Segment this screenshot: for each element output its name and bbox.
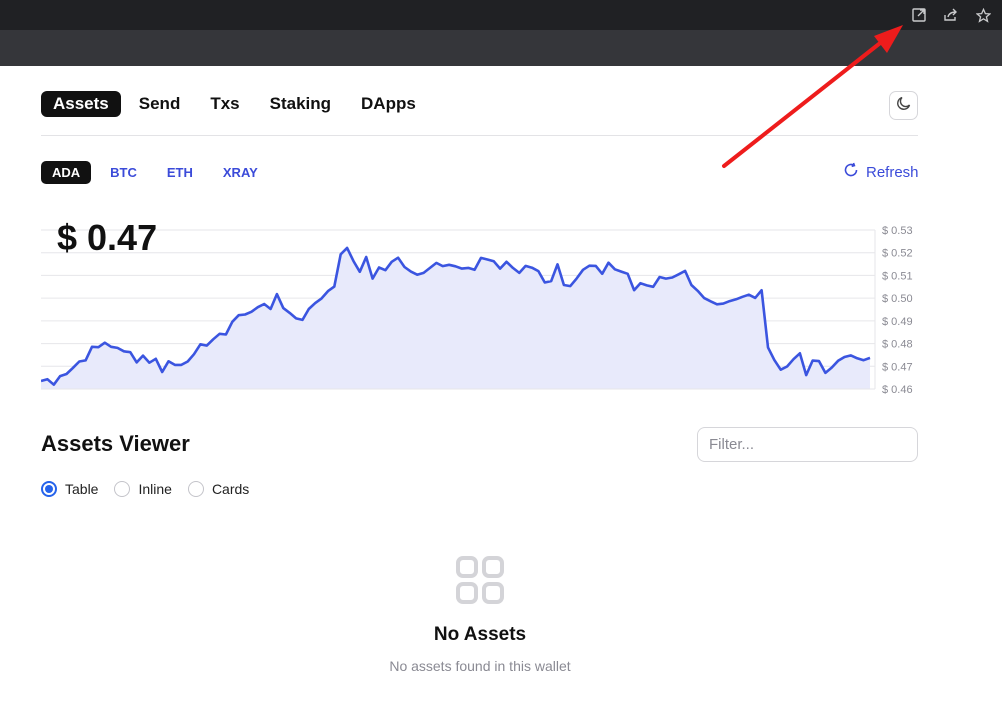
radio-cards-dot[interactable] xyxy=(187,481,204,497)
coin-tab-xray[interactable]: XRAY xyxy=(222,165,258,180)
browser-toolbar xyxy=(0,0,1002,30)
coin-tab-ada[interactable]: ADA xyxy=(41,161,92,184)
browser-actions xyxy=(910,6,992,24)
moon-icon xyxy=(896,95,912,116)
open-in-new-icon[interactable] xyxy=(910,6,928,24)
chart-y-tick-label: $ 0.53 xyxy=(882,225,913,237)
theme-toggle-button[interactable] xyxy=(889,91,918,120)
radio-cards-label: Cards xyxy=(211,481,250,497)
view-mode-radios: Table Inline Cards xyxy=(41,481,249,497)
chart-y-tick-label: $ 0.51 xyxy=(882,270,913,282)
tab-txs[interactable]: Txs xyxy=(210,94,240,113)
radio-cards[interactable]: Cards xyxy=(187,481,250,497)
refresh-label: Refresh xyxy=(866,163,919,181)
radio-table-label: Table xyxy=(65,481,99,497)
tab-dapps[interactable]: DApps xyxy=(361,94,416,113)
star-icon[interactable] xyxy=(974,6,992,24)
chart-y-tick-label: $ 0.47 xyxy=(882,361,913,373)
chart-y-tick-label: $ 0.52 xyxy=(882,248,913,260)
radio-inline[interactable]: Inline xyxy=(114,481,172,497)
tab-send[interactable]: Send xyxy=(138,94,181,113)
radio-inline-label: Inline xyxy=(138,481,172,497)
refresh-button[interactable]: Refresh xyxy=(843,162,919,182)
tab-staking[interactable]: Staking xyxy=(269,94,332,113)
assets-viewer-title: Assets Viewer xyxy=(41,431,190,456)
coin-tab-btc[interactable]: BTC xyxy=(110,165,137,180)
empty-state: No Assets No assets found in this wallet xyxy=(330,555,630,674)
chart-area-fill xyxy=(41,247,870,389)
main-nav: Assets Send Txs Staking DApps xyxy=(41,91,918,136)
refresh-icon xyxy=(843,162,859,182)
radio-table[interactable]: Table xyxy=(41,481,98,497)
chart-y-tick-label: $ 0.49 xyxy=(882,316,913,328)
radio-inline-dot[interactable] xyxy=(114,481,131,497)
filter-input[interactable] xyxy=(697,427,918,462)
current-price: $ 0.47 xyxy=(57,217,158,258)
price-chart: $ 0.53 $ 0.52 $ 0.51 $ 0.50 $ 0.49 $ 0.48 $ 0.… xyxy=(40,225,931,400)
grid-icon xyxy=(330,555,630,610)
chart-price-line xyxy=(40,246,871,386)
chart-y-tick-label: $ 0.48 xyxy=(882,339,913,351)
empty-title: No Assets xyxy=(433,624,527,645)
browser-tab-strip xyxy=(0,30,1002,66)
empty-subtitle: No assets found in this wallet xyxy=(389,658,571,674)
coin-tab-eth[interactable]: ETH xyxy=(166,165,193,180)
tab-assets[interactable]: Assets xyxy=(41,91,121,117)
chart-y-tick-label: $ 0.50 xyxy=(882,293,913,305)
share-icon[interactable] xyxy=(942,6,960,24)
price-chart-svg: $ 0.53 $ 0.52 $ 0.51 $ 0.50 $ 0.49 $ 0.48 $ 0.… xyxy=(40,225,913,396)
chart-y-tick-label: $ 0.46 xyxy=(882,384,913,396)
coin-selector: ADA BTC ETH XRAY xyxy=(41,161,277,184)
radio-table-dot[interactable] xyxy=(41,481,57,497)
